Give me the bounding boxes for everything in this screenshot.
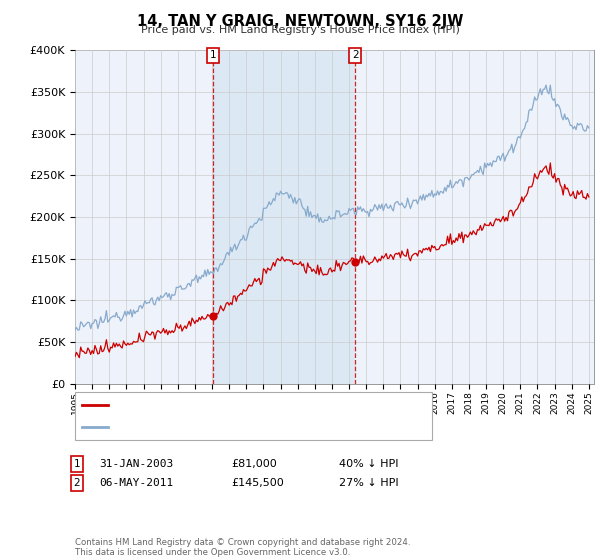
Text: Price paid vs. HM Land Registry's House Price Index (HPI): Price paid vs. HM Land Registry's House … (140, 25, 460, 35)
Text: Contains HM Land Registry data © Crown copyright and database right 2024.
This d: Contains HM Land Registry data © Crown c… (75, 538, 410, 557)
Text: 14, TAN Y GRAIG, NEWTOWN, SY16 2JW (detached house): 14, TAN Y GRAIG, NEWTOWN, SY16 2JW (deta… (112, 400, 413, 410)
Text: HPI: Average price, detached house, Powys: HPI: Average price, detached house, Powy… (112, 422, 337, 432)
Text: 1: 1 (210, 50, 217, 60)
Text: 1: 1 (73, 459, 80, 469)
Text: 2: 2 (73, 478, 80, 488)
Text: £81,000: £81,000 (231, 459, 277, 469)
Text: 14, TAN Y GRAIG, NEWTOWN, SY16 2JW: 14, TAN Y GRAIG, NEWTOWN, SY16 2JW (137, 14, 463, 29)
Text: 31-JAN-2003: 31-JAN-2003 (99, 459, 173, 469)
Text: 2: 2 (352, 50, 359, 60)
Text: 27% ↓ HPI: 27% ↓ HPI (339, 478, 398, 488)
Text: 06-MAY-2011: 06-MAY-2011 (99, 478, 173, 488)
Bar (214, 50, 355, 384)
Text: £145,500: £145,500 (231, 478, 284, 488)
Text: 40% ↓ HPI: 40% ↓ HPI (339, 459, 398, 469)
